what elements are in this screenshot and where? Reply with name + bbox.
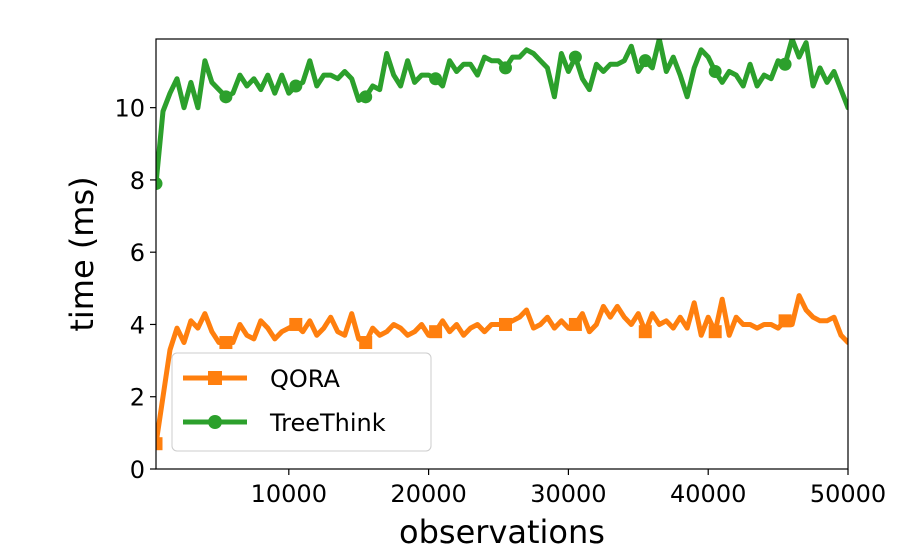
y-axis-label: time (ms)	[63, 176, 101, 331]
treethink-marker	[568, 50, 582, 64]
y-tick-label: 10	[114, 95, 145, 123]
x-tick-label: 40000	[670, 480, 746, 508]
treethink-marker	[498, 61, 512, 75]
x-tick-label: 20000	[390, 480, 466, 508]
treethink-marker	[208, 415, 222, 429]
y-tick-label: 4	[130, 311, 145, 339]
qora-marker	[708, 325, 722, 339]
y-tick-label: 2	[130, 384, 145, 412]
qora-marker	[638, 325, 652, 339]
series-layer	[156, 39, 848, 451]
qora-marker	[498, 317, 512, 331]
qora-marker	[359, 336, 373, 350]
treethink-marker	[708, 65, 722, 79]
qora-marker	[568, 317, 582, 331]
qora-marker	[219, 336, 233, 350]
legend: QORA TreeThink	[171, 352, 432, 452]
y-tick-label: 8	[130, 167, 145, 195]
treethink-marker	[638, 54, 652, 68]
x-axis-label: observations	[399, 513, 605, 551]
qora-marker	[778, 314, 792, 328]
y-tick-label: 0	[130, 456, 145, 484]
qora-marker	[208, 371, 222, 385]
qora-marker	[289, 317, 303, 331]
treethink-marker	[429, 72, 443, 86]
y-tick-label: 6	[130, 239, 145, 267]
treethink-marker	[778, 57, 792, 71]
qora-marker	[156, 437, 163, 451]
y-axis: 0 2 4 6 8 10	[114, 95, 156, 484]
x-tick-label: 30000	[530, 480, 606, 508]
plot-frame	[155, 38, 849, 470]
x-tick-label: 50000	[810, 480, 886, 508]
treethink-marker	[156, 177, 163, 191]
legend-label: QORA	[270, 365, 340, 393]
treethink-marker	[219, 90, 233, 104]
x-axis: 10000 20000 30000 40000 50000	[251, 469, 886, 508]
legend-label: TreeThink	[269, 409, 386, 437]
qora-marker	[429, 325, 443, 339]
treethink-marker	[359, 90, 373, 104]
treethink-marker	[289, 79, 303, 93]
x-tick-label: 10000	[251, 480, 327, 508]
